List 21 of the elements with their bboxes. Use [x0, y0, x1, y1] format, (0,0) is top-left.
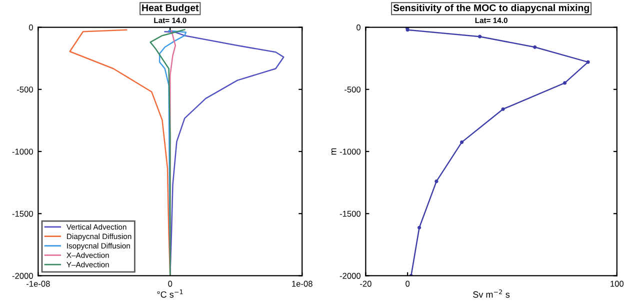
x-tick-label: -20	[360, 280, 372, 287]
x-tick-label: 1e-08	[292, 280, 312, 287]
y-axis-title: m	[331, 148, 336, 155]
y-tick-label: -2000	[12, 272, 33, 279]
y-tick-label: -1500	[12, 210, 33, 217]
y-tick-label: -1000	[340, 148, 361, 155]
x-tick-label: 0	[406, 280, 410, 287]
y-tick-label: -2000	[340, 272, 361, 279]
y-tick-label: -500	[344, 86, 361, 92]
y-tick-label: 0	[356, 24, 361, 30]
x-tick-label: 0	[168, 280, 172, 287]
x-axis-title: °C s$^{−1}$	[157, 290, 183, 298]
chart-title: Sensitivity of the MOC to diapycnal mixing	[393, 4, 589, 14]
chart-title: Heat Budget	[142, 4, 199, 14]
y-tick-label: -500	[16, 86, 33, 92]
x-axis-title: Sv m$^{−2}$ s	[473, 289, 510, 298]
x-tick-label: 100	[610, 280, 624, 287]
y-tick-label: -1500	[340, 210, 361, 217]
x-tick-label: -1e-08	[26, 280, 50, 287]
y-tick-label: -1000	[12, 148, 33, 155]
y-tick-label: 0	[28, 24, 33, 30]
